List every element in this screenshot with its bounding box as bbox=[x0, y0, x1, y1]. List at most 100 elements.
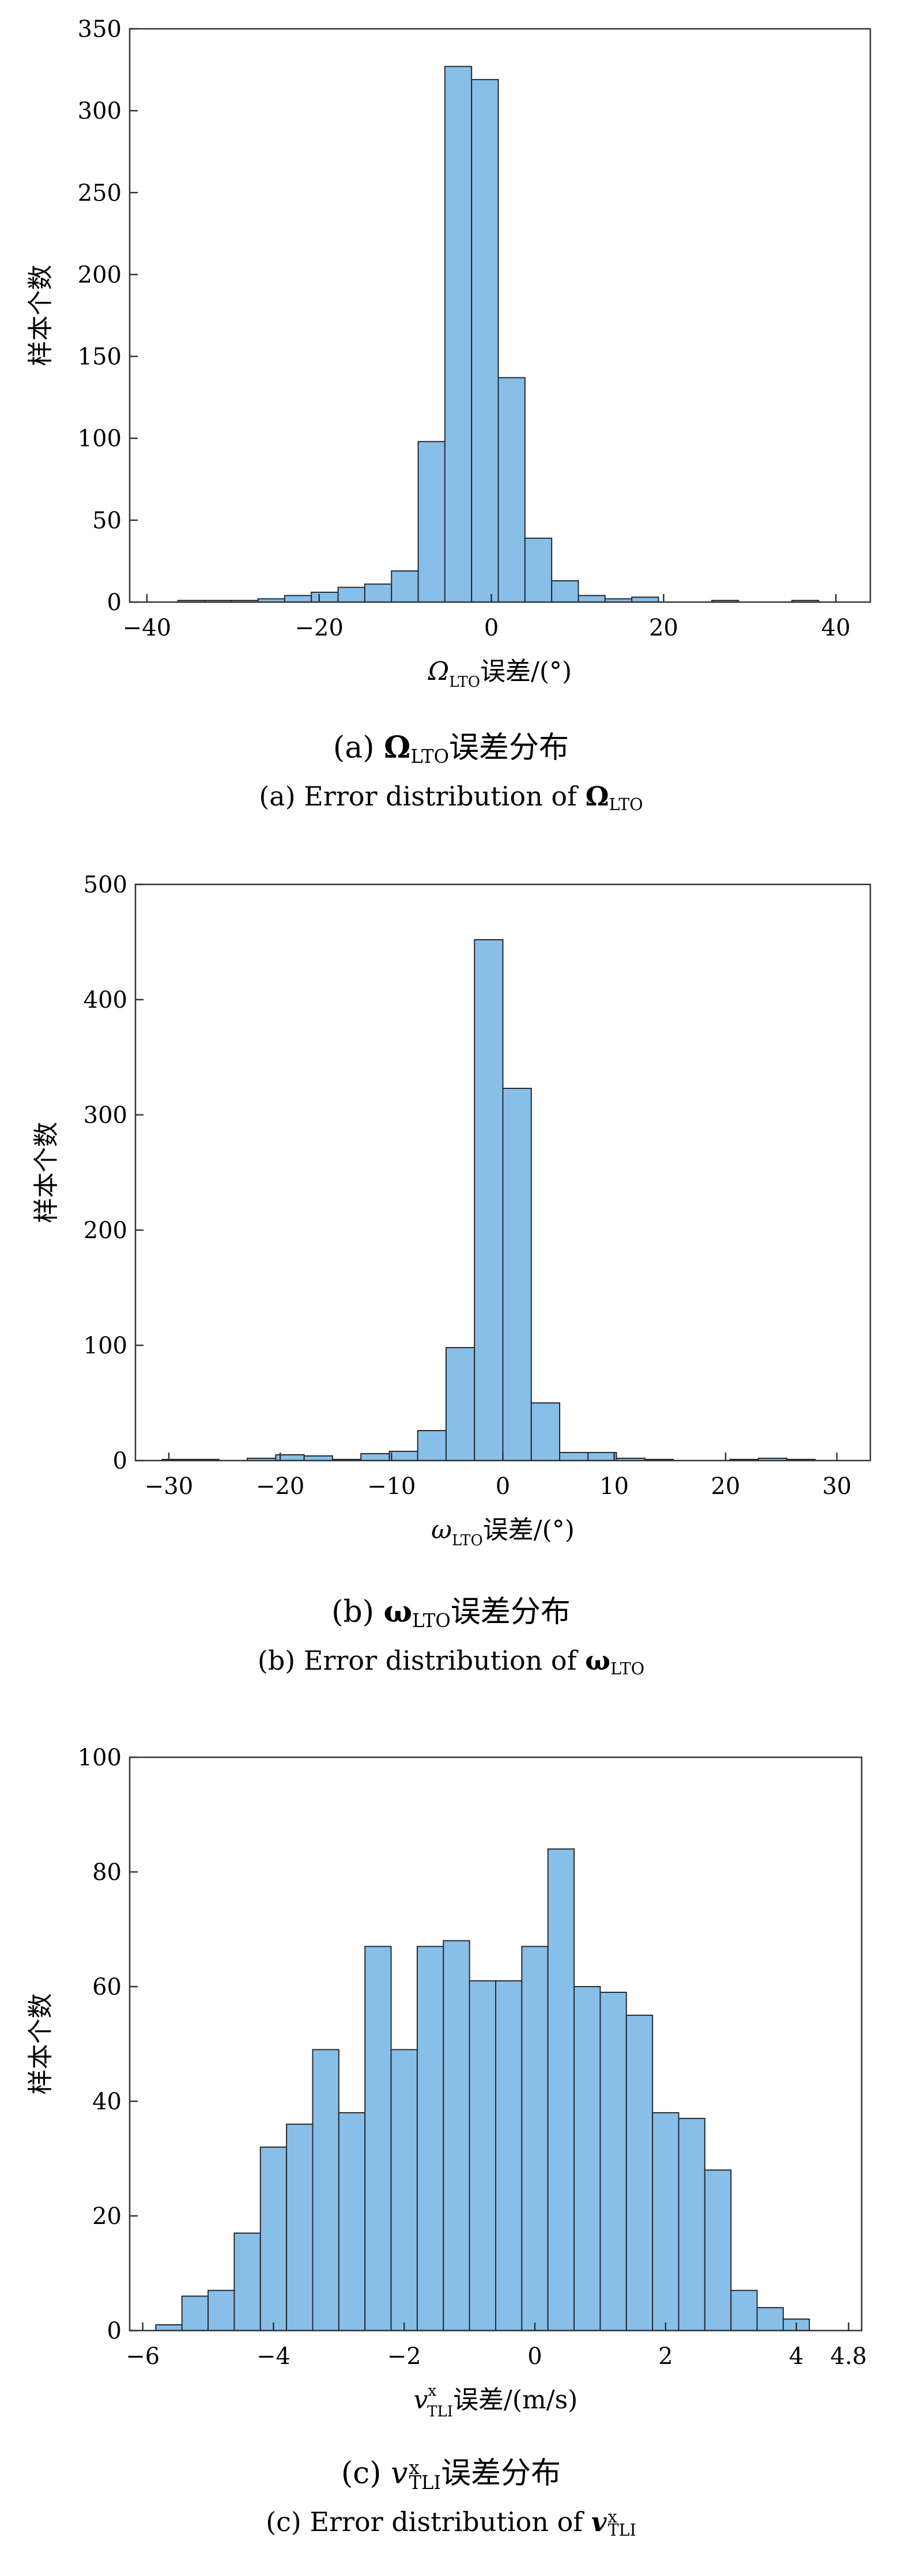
histogram-bar bbox=[233, 2232, 261, 2331]
x-label-symbol: Ω bbox=[428, 657, 449, 686]
caption-zh-sub: TLI bbox=[409, 2471, 441, 2494]
histogram-bar bbox=[416, 1946, 444, 2332]
y-axis-label: 样本个数 bbox=[32, 1122, 61, 1223]
histogram-bar bbox=[155, 2324, 183, 2332]
histogram-bar bbox=[417, 441, 446, 603]
caption-en-symbol: ω bbox=[585, 1645, 611, 1676]
x-tick-label: 10 bbox=[599, 1473, 629, 1500]
histogram-bar bbox=[704, 2169, 732, 2332]
caption-zh-a: (a) ΩLTO误差分布 bbox=[0, 723, 902, 767]
x-axis-label: vx TLI误差/(m/s) bbox=[414, 2382, 578, 2420]
x-axis-label: ωLTO误差/(°) bbox=[431, 1515, 575, 1549]
histogram-bar bbox=[445, 1347, 475, 1461]
x-tick-label: −40 bbox=[123, 615, 171, 641]
caption-zh-sub: LTO bbox=[410, 746, 450, 768]
histogram-bar bbox=[502, 1088, 532, 1461]
x-tick-label: 0 bbox=[484, 615, 499, 641]
histogram-bar bbox=[551, 580, 579, 603]
histogram-bar bbox=[573, 1986, 601, 2331]
histogram-bar bbox=[417, 1430, 447, 1461]
caption-zh-prefix: (b) bbox=[331, 1595, 375, 1629]
caption-en-a: (a) Error distribution of ΩLTO bbox=[0, 781, 902, 814]
x-tick-label: −30 bbox=[145, 1473, 193, 1500]
histogram-bar bbox=[444, 66, 473, 603]
y-tick-label: 80 bbox=[92, 1859, 122, 1886]
histogram-bar bbox=[559, 1452, 589, 1461]
caption-en-prefix: (a) Error distribution of bbox=[259, 781, 578, 812]
y-tick-label: 400 bbox=[84, 987, 127, 1013]
x-tick-label: 0 bbox=[527, 2343, 542, 2370]
histogram-bar bbox=[495, 1980, 523, 2331]
histogram-bar bbox=[388, 1451, 418, 1461]
caption-zh-sup: x bbox=[409, 2456, 420, 2479]
x-label-sub: TLI bbox=[427, 2403, 453, 2420]
y-tick-label: 0 bbox=[107, 589, 122, 616]
histogram-bar bbox=[259, 2146, 288, 2331]
histogram-bar bbox=[599, 1991, 627, 2331]
chart-panel-c: 0 20 40 60 80 100 −6 −4 −2 0 2 4 4.8 样本个数 vx TLI误差/(m/s… bbox=[0, 1731, 902, 2576]
caption-zh-suffix: 误差分布 bbox=[441, 2456, 561, 2491]
caption-zh-b: (b) ωLTO误差分布 bbox=[0, 1587, 902, 1632]
caption-zh-suffix: 误差分布 bbox=[450, 1595, 571, 1629]
caption-en-symbol: Ω bbox=[585, 781, 609, 812]
x-label-symbol: ω bbox=[431, 1515, 452, 1545]
x-tick-label: −20 bbox=[256, 1473, 304, 1500]
histogram-bar bbox=[730, 2290, 758, 2331]
chart-panel-b: 0 100 200 300 400 500 −30 −20 −10 0 10 20 30 样本个数 ωLTO… bbox=[0, 858, 902, 1711]
histogram-b: 0 100 200 300 400 500 −30 −20 −10 0 10 20 30 样本个数 ωLTO… bbox=[32, 872, 871, 1549]
histogram-bar bbox=[284, 595, 312, 603]
y-tick-label: 200 bbox=[78, 262, 122, 288]
caption-zh-symbol: v bbox=[391, 2456, 408, 2491]
histogram-bar bbox=[364, 583, 392, 603]
x-tick-label: 40 bbox=[821, 615, 851, 641]
y-tick-label: 300 bbox=[84, 1102, 127, 1129]
caption-en-sup: x bbox=[607, 2507, 617, 2527]
histogram-bar bbox=[311, 591, 339, 603]
histogram-bar bbox=[521, 1946, 549, 2332]
y-tick-label: 350 bbox=[78, 16, 122, 43]
histogram-bar bbox=[474, 939, 504, 1461]
caption-en-symbol: v bbox=[591, 2506, 607, 2537]
histogram-bar bbox=[756, 2307, 784, 2332]
y-tick-label: 20 bbox=[92, 2203, 122, 2230]
histogram-bar bbox=[471, 79, 499, 603]
x-tick-label: −20 bbox=[295, 615, 344, 641]
histogram-bar bbox=[631, 596, 659, 603]
histogram-bar bbox=[578, 595, 606, 603]
caption-zh-symbol: ω bbox=[383, 1594, 413, 1629]
x-label-symbol: v bbox=[414, 2385, 428, 2415]
plot-frame bbox=[129, 1756, 863, 2332]
x-label-sup: x bbox=[428, 2382, 437, 2400]
y-tick-label: 60 bbox=[92, 1974, 122, 2000]
histogram-c: 0 20 40 60 80 100 −6 −4 −2 0 2 4 4.8 样本个数 vx TLI误差/(m/s… bbox=[26, 1745, 867, 2420]
caption-zh-symbol: Ω bbox=[384, 730, 411, 765]
histogram-bar bbox=[207, 2290, 235, 2331]
caption-en-sub: LTO bbox=[609, 795, 643, 814]
caption-en-sub: TLI bbox=[607, 2521, 636, 2540]
x-tick-label: 20 bbox=[649, 615, 678, 641]
histogram-bar bbox=[547, 1848, 575, 2331]
x-label-suffix: 误差/(°) bbox=[483, 1515, 575, 1545]
x-tick-label: 2 bbox=[658, 2343, 673, 2370]
x-label-suffix: 误差/(°) bbox=[480, 657, 572, 686]
histogram-bar bbox=[312, 2049, 339, 2331]
histogram-bar bbox=[678, 2117, 705, 2331]
histogram-bar bbox=[530, 1402, 561, 1461]
x-tick-label: 30 bbox=[822, 1473, 852, 1500]
histogram-bar bbox=[360, 1453, 390, 1461]
caption-zh-prefix: (c) bbox=[341, 2456, 382, 2491]
x-label-suffix: 误差/(m/s) bbox=[453, 2385, 578, 2415]
histogram-bar bbox=[652, 2112, 680, 2332]
caption-en-prefix: (c) Error distribution of bbox=[266, 2506, 583, 2537]
y-tick-label: 40 bbox=[92, 2089, 122, 2115]
y-tick-label: 150 bbox=[78, 344, 122, 370]
y-axis-label: 样本个数 bbox=[26, 265, 55, 366]
y-tick-label: 100 bbox=[78, 1745, 122, 1771]
x-tick-label: −6 bbox=[126, 2343, 160, 2370]
histogram-a: 0 50 100 150 200 250 300 350 −40 −20 0 20 40 样本个数 ΩLTO… bbox=[26, 16, 871, 691]
y-tick-label: 0 bbox=[113, 1448, 127, 1474]
y-tick-label: 200 bbox=[84, 1217, 127, 1244]
x-label-sub: LTO bbox=[452, 1532, 483, 1549]
histogram-bar bbox=[337, 587, 365, 603]
caption-zh-prefix: (a) bbox=[333, 731, 375, 765]
